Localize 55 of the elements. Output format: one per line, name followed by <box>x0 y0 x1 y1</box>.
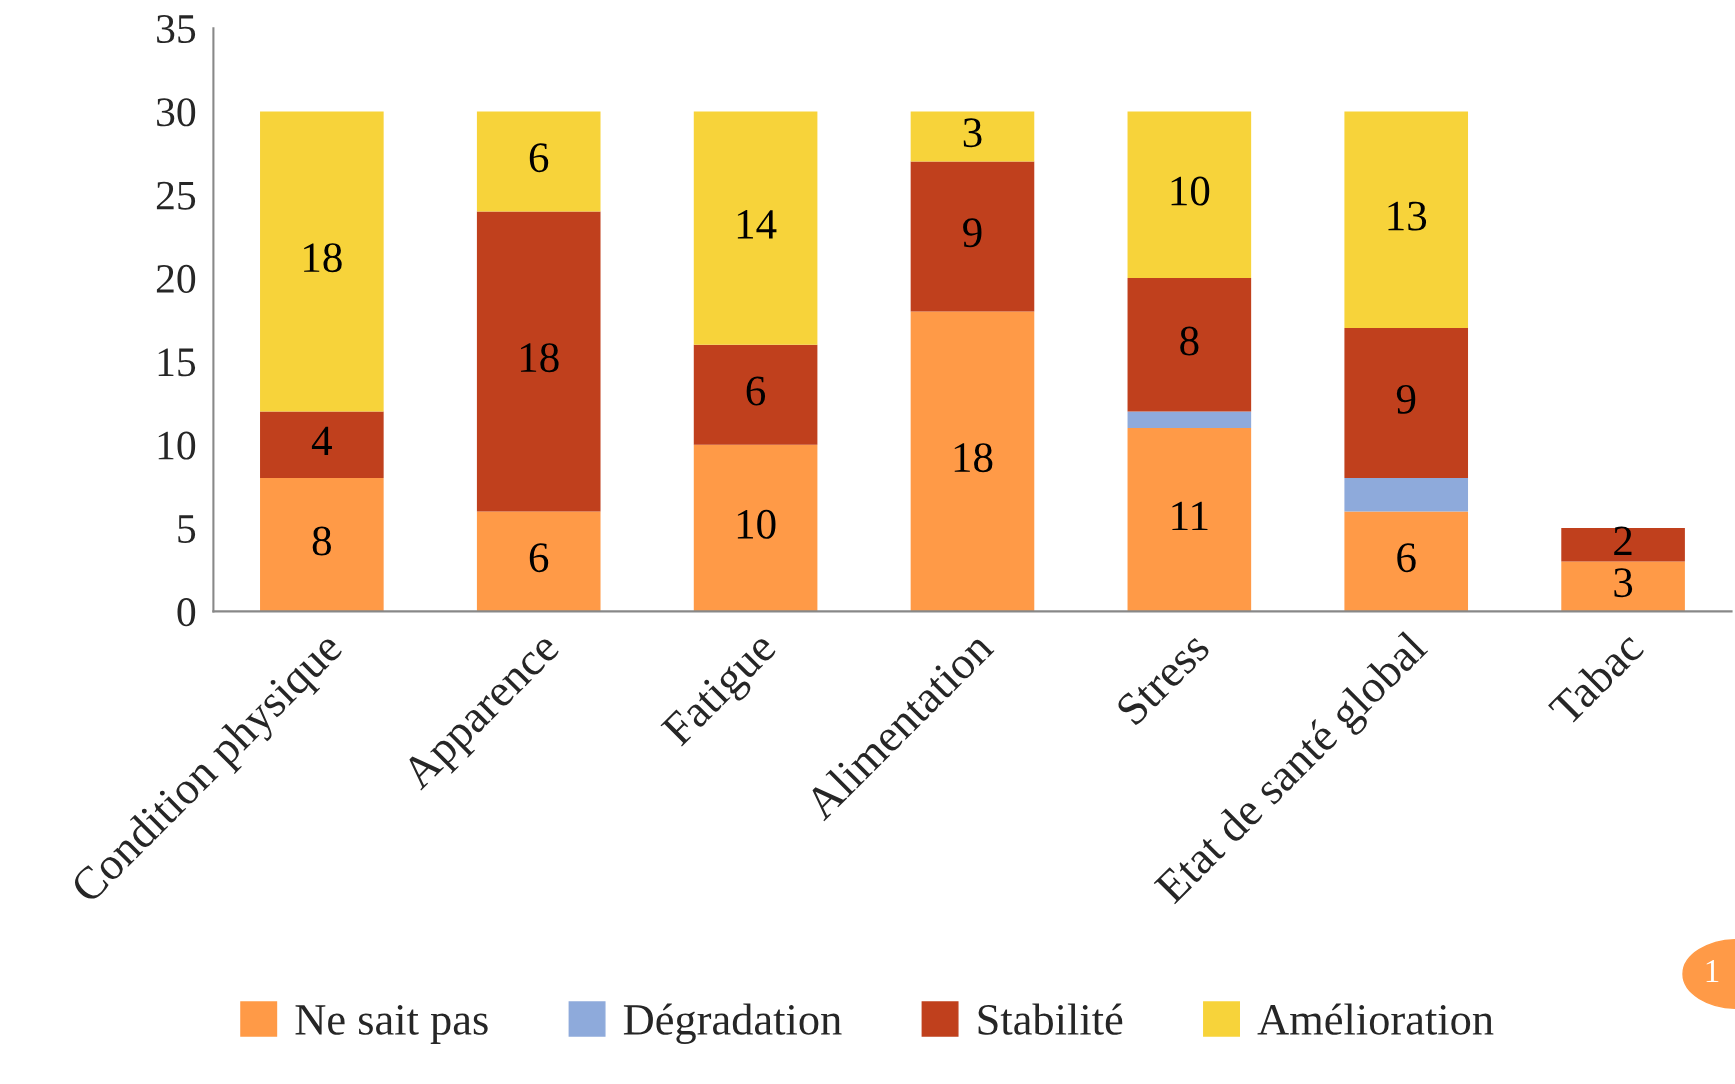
y-tick-label: 25 <box>156 181 196 210</box>
bar <box>910 311 1035 612</box>
data-label: 9 <box>1396 384 1416 414</box>
data-label: 11 <box>1172 501 1208 531</box>
data-label: 6 <box>746 376 766 406</box>
data-label: 13 <box>1388 201 1427 231</box>
legend-label: Stabilité <box>978 1003 1123 1035</box>
data-label: 6 <box>529 543 549 573</box>
data-label: 18 <box>520 343 559 373</box>
bar <box>693 444 818 612</box>
y-tick-label: 0 <box>177 598 196 627</box>
data-label: 18 <box>304 243 342 273</box>
y-tick-label: 30 <box>157 98 196 127</box>
bar <box>260 478 384 612</box>
y-tick-label: 10 <box>158 431 196 460</box>
data-label: 18 <box>954 443 993 473</box>
bar <box>1561 528 1685 562</box>
legend-label: Dégradation <box>623 1003 842 1044</box>
data-label: 6 <box>529 143 549 173</box>
data-label: 2 <box>1614 526 1632 556</box>
bar <box>1127 428 1252 612</box>
legend-label: Ne sait pas <box>295 1004 488 1044</box>
bar <box>476 511 601 612</box>
bar <box>910 161 1035 312</box>
data-label: 4 <box>311 426 332 456</box>
bar <box>693 111 818 345</box>
legend-label: Amélioration <box>1257 1003 1494 1035</box>
bar <box>910 111 1035 162</box>
data-label: 3 <box>1614 568 1633 598</box>
bar <box>1127 111 1252 279</box>
bar <box>1127 278 1252 412</box>
data-label: 8 <box>312 526 331 556</box>
y-tick-label: 5 <box>178 515 196 543</box>
y-tick-label: 15 <box>158 348 196 377</box>
bar <box>476 211 601 512</box>
bar <box>1561 561 1685 612</box>
data-label: 10 <box>1171 176 1210 206</box>
bar <box>476 111 601 212</box>
data-label: 9 <box>963 218 982 248</box>
y-tick-label: 20 <box>156 264 196 293</box>
bar <box>1344 511 1469 612</box>
bar <box>1344 478 1469 512</box>
data-label: 10 <box>737 509 776 539</box>
data-label: 8 <box>1180 326 1199 356</box>
bar <box>1344 111 1469 329</box>
data-label: 14 <box>737 210 777 239</box>
bar <box>260 111 384 412</box>
bar <box>693 344 818 445</box>
data-label: 6 <box>1397 543 1416 573</box>
data-label: 3 <box>963 118 982 148</box>
bar <box>1344 328 1469 479</box>
y-tick-label: 35 <box>157 15 196 44</box>
bar <box>1127 411 1252 429</box>
bar <box>260 411 384 479</box>
text: 1 <box>1706 960 1719 983</box>
